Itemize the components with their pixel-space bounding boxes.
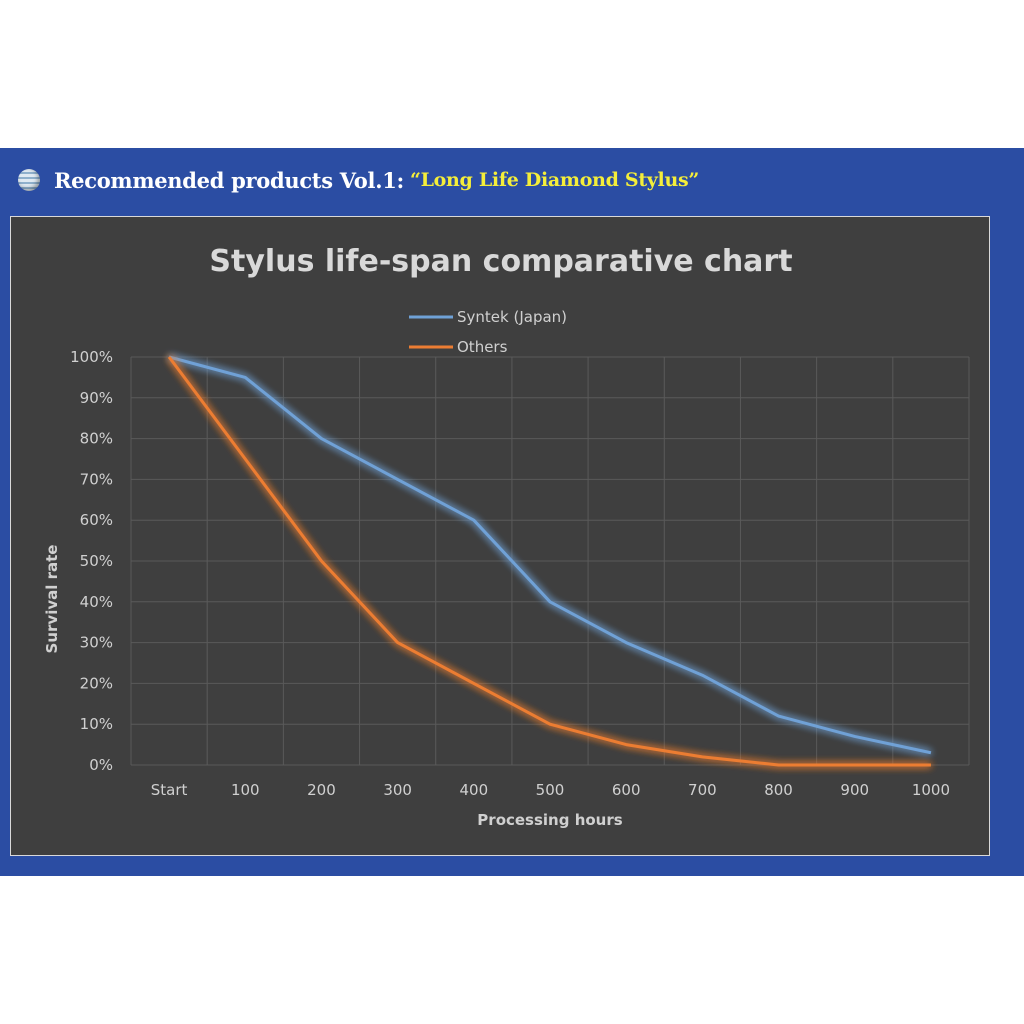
series-line-others (167, 356, 931, 767)
product-banner: Recommended products Vol.1: “Long Life D… (0, 148, 1024, 876)
line-chart: Stylus life-span comparative chart 0% 10%… (43, 244, 970, 829)
legend-label: Others (457, 338, 508, 356)
y-tick-label: 10% (80, 715, 113, 733)
banner-heading: Recommended products Vol.1: (54, 167, 404, 193)
y-tick-label: 100% (70, 348, 113, 366)
y-tick-label: 80% (80, 430, 113, 448)
axis-ticks: 0% 10% 20% 30% 40% 50% 60% 70% 80% 90% 100% Start 10… (70, 348, 950, 799)
x-tick-label: 1000 (912, 781, 950, 799)
chart-frame: Stylus life-span comparative chart 0% 10%… (10, 216, 990, 856)
y-tick-label: 50% (80, 552, 113, 570)
x-tick-label: 500 (536, 781, 565, 799)
banner-product-name: “Long Life Diamond Stylus” (409, 169, 699, 191)
x-axis-label: Processing hours (477, 811, 622, 829)
y-tick-label: 30% (80, 634, 113, 652)
x-tick-label: 800 (764, 781, 793, 799)
y-axis-label: Survival rate (43, 545, 61, 654)
y-tick-label: 20% (80, 674, 113, 692)
y-tick-label: 70% (80, 470, 113, 488)
series-line-syntek-japan (168, 355, 932, 755)
legend-label: Syntek (Japan) (457, 308, 567, 326)
chart-title: Stylus life-span comparative chart (209, 244, 792, 279)
x-tick-label: 400 (459, 781, 488, 799)
legend: Syntek (Japan) Others (409, 308, 567, 356)
x-tick-label: 700 (688, 781, 717, 799)
grid (130, 356, 970, 766)
series-lines (167, 355, 932, 767)
globe-icon (18, 169, 40, 191)
banner-header: Recommended products Vol.1: “Long Life D… (18, 162, 699, 198)
x-tick-label: 600 (612, 781, 641, 799)
x-tick-label: 200 (307, 781, 336, 799)
x-tick-label: 900 (840, 781, 869, 799)
y-tick-label: 40% (80, 593, 113, 611)
x-tick-label: 300 (383, 781, 412, 799)
y-tick-label: 60% (80, 511, 113, 529)
y-tick-label: 90% (80, 389, 113, 407)
y-tick-label: 0% (89, 756, 113, 774)
x-tick-label: Start (151, 781, 188, 799)
x-tick-label: 100 (231, 781, 260, 799)
